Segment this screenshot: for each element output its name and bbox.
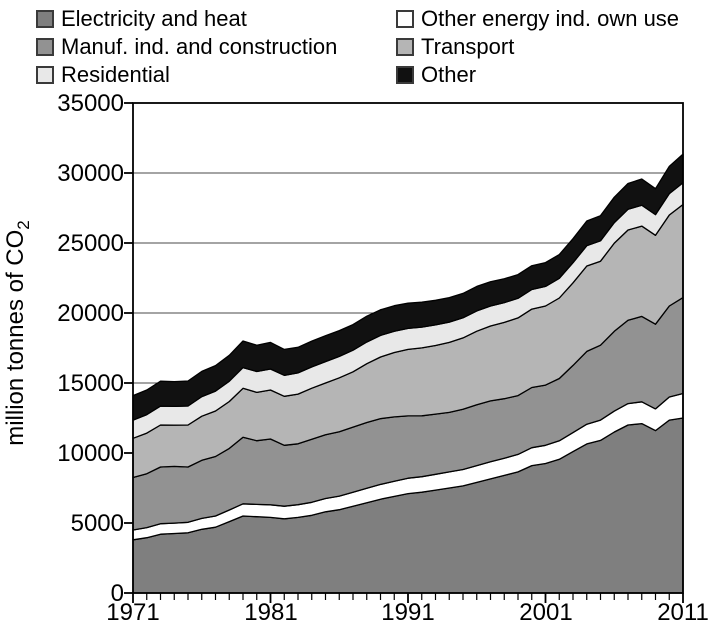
y-tick-label: 20000	[57, 300, 124, 327]
legend-swatch-transport-icon	[396, 38, 414, 56]
x-tick-label: 1971	[106, 599, 160, 626]
legend-swatch-manuf-ind-construction-icon	[36, 38, 54, 56]
x-tick-label: 2011	[657, 599, 709, 626]
legend-label: Residential	[61, 62, 170, 87]
legend-item-residential: Residential	[36, 63, 170, 87]
y-tick-label: 10000	[57, 440, 124, 467]
x-tick-label: 1991	[381, 599, 435, 626]
legend-swatch-other-energy-own-use-icon	[396, 10, 414, 28]
x-tick-label: 2001	[519, 599, 573, 626]
y-tick-label: 0	[110, 580, 124, 607]
legend-item-electricity-and-heat: Electricity and heat	[36, 7, 247, 31]
y-tick-label: 5000	[70, 510, 124, 537]
x-tick-label: 1981	[244, 599, 298, 626]
legend-item-other: Other	[396, 63, 476, 87]
y-axis-title-subscript: 2	[13, 220, 33, 230]
legend-label: Manuf. ind. and construction	[61, 34, 338, 59]
y-tick-label: 25000	[57, 230, 124, 257]
legend-swatch-electricity-and-heat-icon	[36, 10, 54, 28]
legend-label: Other energy ind. own use	[421, 6, 680, 31]
legend-item-other-energy-own-use: Other energy ind. own use	[396, 7, 679, 31]
legend-label: Other	[421, 62, 477, 87]
legend-item-transport: Transport	[396, 35, 514, 59]
y-tick-label: 30000	[57, 160, 124, 187]
legend-label: Electricity and heat	[61, 6, 247, 31]
legend-swatch-other-icon	[396, 66, 414, 84]
legend-swatch-residential-icon	[36, 66, 54, 84]
y-tick-label: 35000	[57, 90, 124, 117]
legend-label: Transport	[421, 34, 515, 59]
legend-item-manuf-ind-construction: Manuf. ind. and construction	[36, 35, 337, 59]
y-tick-label: 15000	[57, 370, 124, 397]
